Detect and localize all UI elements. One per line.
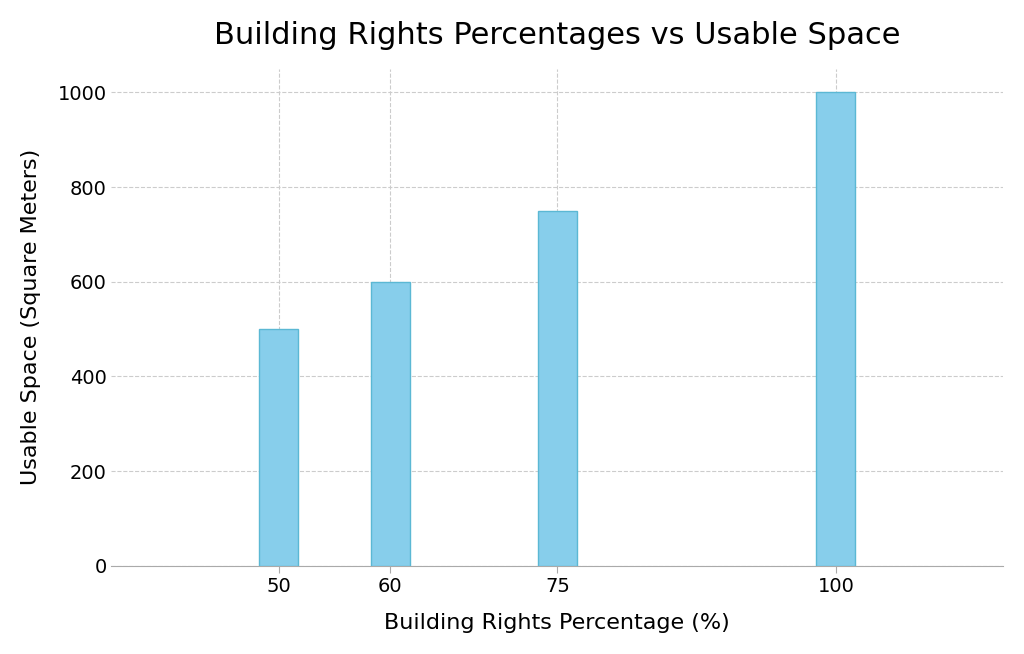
X-axis label: Building Rights Percentage (%): Building Rights Percentage (%) [384,613,730,633]
Y-axis label: Usable Space (Square Meters): Usable Space (Square Meters) [20,149,41,485]
Title: Building Rights Percentages vs Usable Space: Building Rights Percentages vs Usable Sp… [214,21,900,50]
Bar [816,92,855,566]
Bar [371,282,410,566]
Bar [259,329,298,566]
Bar [538,211,577,566]
